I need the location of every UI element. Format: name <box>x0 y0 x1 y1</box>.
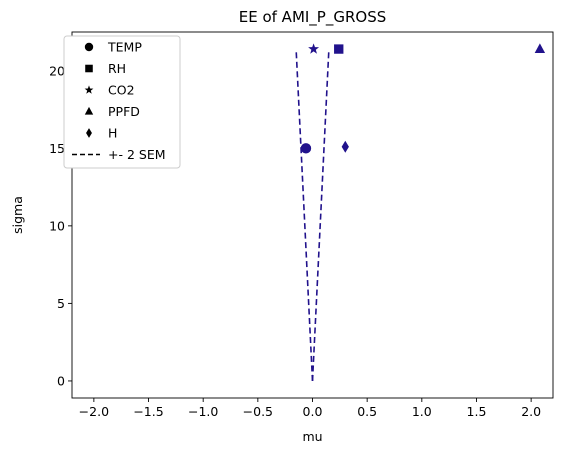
y-axis-title: sigma <box>10 196 25 234</box>
x-tick-label: 2.0 <box>521 404 541 419</box>
chart-title: EE of AMI_P_GROSS <box>239 8 387 27</box>
legend: TEMP RH CO2 PPFD H +- 2 SEM <box>64 36 180 168</box>
legend-label-co2: CO2 <box>108 83 135 98</box>
point-rh <box>334 44 343 53</box>
y-tick-label: 0 <box>57 373 65 388</box>
point-h <box>342 141 349 153</box>
x-tick-label: −2.0 <box>79 404 109 419</box>
point-temp <box>301 143 311 153</box>
x-tick-label: −1.0 <box>188 404 218 419</box>
x-axis-title: mu <box>302 429 322 444</box>
legend-marker-rh <box>85 65 93 73</box>
legend-label-rh: RH <box>108 61 126 76</box>
sem-line-right <box>313 49 329 381</box>
legend-label-h: H <box>108 126 117 141</box>
y-tick-label: 5 <box>57 296 65 311</box>
legend-label-ppfd: PPFD <box>108 104 140 119</box>
x-tick-label: −1.5 <box>133 404 163 419</box>
point-ppfd <box>535 43 545 53</box>
y-tick-label: 10 <box>49 218 65 233</box>
x-tick-label: 1.5 <box>467 404 487 419</box>
x-tick-label: 1.0 <box>412 404 432 419</box>
y-tick-label: 20 <box>49 63 65 78</box>
x-tick-label: −0.5 <box>243 404 273 419</box>
y-tick-label: 15 <box>49 141 65 156</box>
point-co2 <box>308 43 319 53</box>
legend-marker-temp <box>85 43 93 51</box>
x-tick-label: 0.5 <box>357 404 377 419</box>
plot-area <box>296 43 545 381</box>
legend-label-temp: TEMP <box>107 40 142 55</box>
legend-label-sem: +- 2 SEM <box>108 147 166 162</box>
sem-line-left <box>296 49 312 381</box>
x-tick-label: 0.0 <box>303 404 323 419</box>
